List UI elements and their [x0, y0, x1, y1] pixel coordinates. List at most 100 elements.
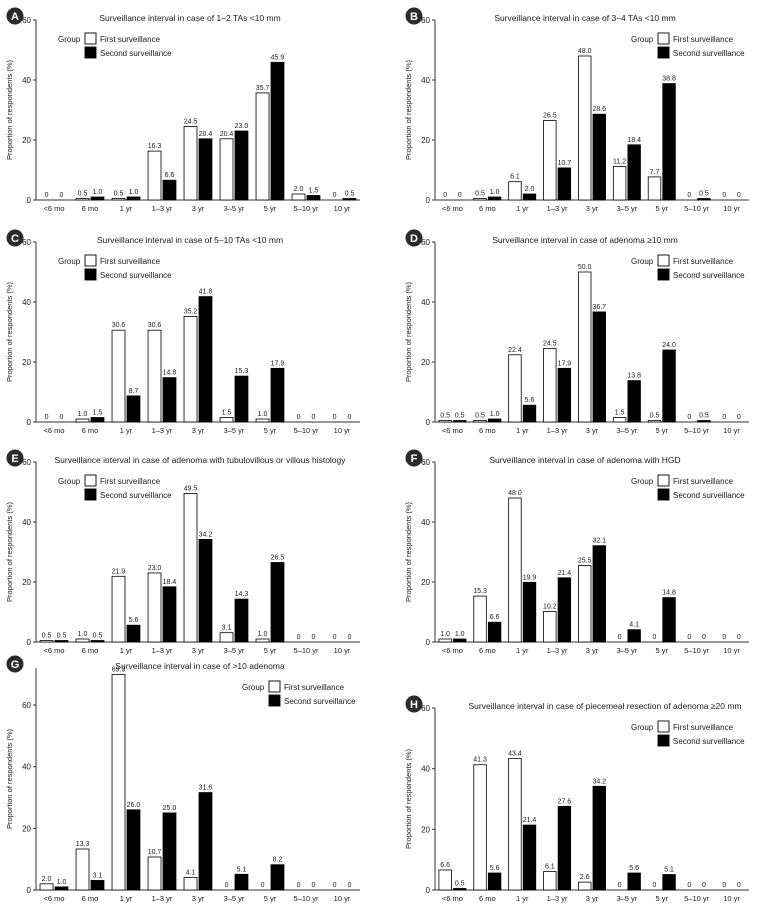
legend-swatch-first [657, 474, 670, 487]
bar-first-surveillance [75, 198, 90, 201]
y-tick-label: 40 [22, 76, 31, 85]
x-tick-label: 5 yr [656, 646, 669, 655]
x-tick-label: 1 yr [120, 204, 133, 213]
bar-value-label: 10.7 [148, 849, 162, 856]
bar-first-surveillance [438, 869, 452, 891]
bar-value-label: 10.7 [558, 160, 572, 167]
bar-first-surveillance [578, 881, 592, 891]
bar-value-label: 21.4 [523, 817, 537, 824]
bar-first-surveillance [473, 595, 487, 643]
bar-second-surveillance [90, 640, 105, 643]
bar-value-label: 0 [702, 882, 706, 889]
bar-value-label: 15.3 [235, 368, 249, 375]
bar-first-surveillance [612, 417, 627, 423]
bar-second-surveillance [234, 375, 249, 423]
bar-value-label: 0 [312, 882, 316, 889]
y-tick-label: 60 [22, 16, 31, 25]
x-tick-label: 3 yr [192, 894, 205, 903]
chart-title: Surveillance interval in case of adenoma… [492, 235, 678, 245]
bar-value-label: 0 [737, 882, 741, 889]
bar-first-surveillance [578, 565, 592, 643]
legend-group-label: Group [58, 35, 81, 44]
bar-value-label: 0 [687, 192, 691, 199]
bar-first-surveillance [647, 420, 662, 423]
bar-value-label: 31.6 [199, 785, 213, 792]
bar-value-label: 0.5 [475, 191, 485, 198]
bar-value-label: 25.5 [578, 558, 592, 565]
bar-value-label: 0.5 [440, 413, 450, 420]
bar-second-surveillance [627, 629, 641, 643]
bar-second-surveillance [487, 196, 502, 201]
x-tick-label: 5 yr [656, 426, 669, 435]
bar-value-label: 0 [297, 414, 301, 421]
bar-value-label: 1.5 [615, 410, 625, 417]
bar-first-surveillance [111, 674, 126, 891]
x-tick-label: 6 mo [82, 646, 99, 655]
chart-title: Surveillance interval in case of >10 ade… [115, 661, 285, 671]
x-tick-label: 10 yr [723, 426, 740, 435]
bar-value-label: 41.8 [199, 289, 213, 296]
legend-group-label: Group [58, 257, 81, 266]
bar-first-surveillance [183, 126, 198, 201]
x-tick-label: 5–10 yr [684, 646, 710, 655]
x-tick-label: 3–5 yr [224, 894, 245, 903]
bar-value-label: 24.5 [184, 119, 198, 126]
legend-group-label: Group [242, 683, 265, 692]
x-tick-label: 5–10 yr [293, 426, 319, 435]
bar-second-surveillance [487, 872, 502, 891]
bar-first-surveillance [39, 883, 54, 891]
legend-group-label: Group [631, 35, 654, 44]
bar-first-surveillance [473, 764, 487, 891]
bar-value-label: 14.8 [662, 590, 676, 597]
legend-swatch-first [657, 720, 670, 733]
y-tick-label: 40 [22, 763, 31, 772]
legend-swatch-second [84, 268, 97, 281]
bar-value-label: 0 [687, 882, 691, 889]
legend-group-label: Group [631, 477, 654, 486]
bar-value-label: 0.5 [345, 191, 355, 198]
bar-value-label: 6.1 [510, 174, 520, 181]
x-tick-label: 3 yr [192, 204, 205, 213]
bar-first-surveillance [473, 420, 487, 423]
bar-value-label: 5.6 [129, 617, 139, 624]
x-tick-label: 3–5 yr [616, 646, 637, 655]
y-tick-label: 20 [421, 825, 430, 834]
x-tick-label: 3–5 yr [224, 426, 245, 435]
bar-value-label: 35.7 [256, 85, 270, 92]
bar-value-label: 0 [737, 414, 741, 421]
bar-value-label: 6.1 [545, 863, 555, 870]
bar-second-surveillance [198, 792, 213, 891]
bar-value-label: 0 [348, 882, 352, 889]
bar-first-surveillance [438, 638, 452, 643]
bar-value-label: 5.6 [629, 865, 639, 872]
chart-title: Surveillance interval in case of 3–4 TAs… [494, 13, 675, 23]
x-tick-label: 5–10 yr [293, 646, 319, 655]
bar-value-label: 18.4 [163, 579, 177, 586]
chart-title: Surveillance interval in case of pieceme… [468, 701, 741, 711]
legend-first-label: First surveillance [673, 35, 734, 44]
legend-first-label: First surveillance [100, 35, 161, 44]
x-tick-label: 10 yr [723, 646, 740, 655]
x-tick-label: 1 yr [516, 646, 529, 655]
bar-value-label: 1.0 [440, 631, 450, 638]
y-axis-label: Proportion of respondents (%) [404, 281, 413, 382]
bar-second-surveillance [522, 824, 537, 891]
bar-second-surveillance [662, 597, 676, 643]
bar-first-surveillance [255, 638, 270, 643]
x-tick-label: 5 yr [656, 894, 669, 903]
bar-first-surveillance [111, 198, 126, 201]
legend-first-label: First surveillance [284, 683, 345, 692]
bar-value-label: 24.0 [662, 342, 676, 349]
bar-value-label: 49.5 [184, 486, 198, 493]
bar-value-label: 0 [225, 882, 229, 889]
bar-second-surveillance [557, 805, 572, 891]
x-tick-label: 1–3 yr [152, 204, 173, 213]
bar-value-label: 6.6 [440, 862, 450, 869]
bar-value-label: 0.5 [699, 413, 709, 420]
y-axis-label: Proportion of respondents (%) [404, 59, 413, 160]
y-tick-label: 20 [421, 136, 430, 145]
chart-title: Surveillance interval in case of adenoma… [54, 455, 346, 465]
bar-first-surveillance [183, 876, 198, 891]
panel-letter: A [11, 11, 19, 23]
bar-value-label: 38.8 [662, 76, 676, 83]
